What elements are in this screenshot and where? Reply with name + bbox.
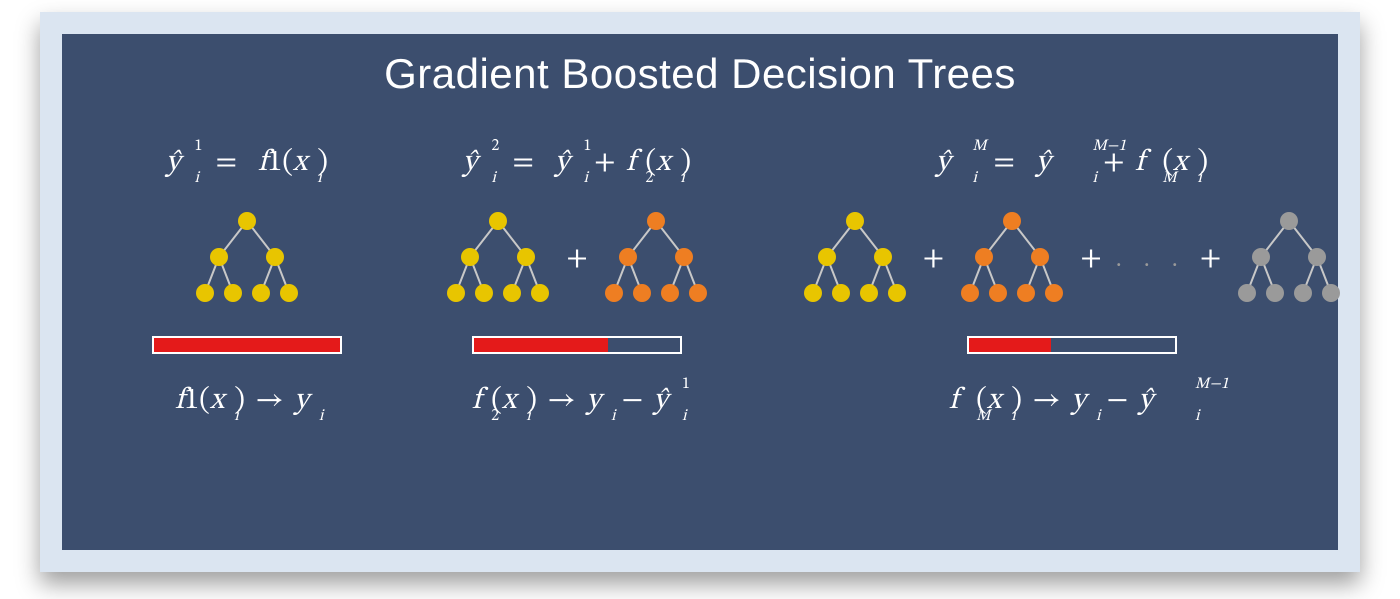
residual-bar-M — [967, 336, 1177, 354]
mapping-stage-2: f2 ( xi ) → yi − ŷ1i — [472, 382, 682, 420]
plus-sign: + — [1198, 244, 1224, 274]
plus-sign: + — [921, 244, 947, 274]
diagram-title: Gradient Boosted Decision Trees — [62, 34, 1338, 98]
tree-icon — [596, 209, 716, 309]
tree-icon — [1229, 209, 1349, 309]
plus-sign: + — [1078, 244, 1104, 274]
formula-stage-M: ŷMi = ŷM−1i + fM ( xi ) — [936, 144, 1208, 182]
tree-icon — [795, 209, 915, 309]
residual-bar-1 — [152, 336, 342, 354]
outer-frame: Gradient Boosted Decision Trees ŷ1i = f… — [40, 12, 1360, 572]
formula-stage-1: ŷ1i = f1( xi ) — [166, 144, 328, 182]
panel: Gradient Boosted Decision Trees ŷ1i = f… — [62, 34, 1338, 550]
stage-M: ŷMi = ŷM−1i + fM ( xi ) ++. . .+ fM ( … — [792, 144, 1352, 420]
trees-row-1 — [187, 204, 307, 314]
trees-row-2: + — [438, 204, 716, 314]
mapping-stage-M: fM ( xi ) → yi − ŷM−1i — [949, 382, 1195, 420]
ellipsis: . . . — [1110, 246, 1192, 273]
plus-sign: + — [564, 244, 590, 274]
residual-bar-2 — [472, 336, 682, 354]
stage-1: ŷ1i = f1( xi ) f1( xi ) → yi — [112, 144, 382, 420]
trees-row-M: ++. . .+ — [795, 204, 1350, 314]
stage-2: ŷ2i = ŷ1i + f2 ( xi ) + f2 ( xi ) → yi… — [392, 144, 762, 420]
mapping-stage-1: f1( xi ) → yi — [175, 382, 319, 420]
formula-stage-2: ŷ2i = ŷ1i + f2 ( xi ) — [463, 144, 691, 182]
tree-icon — [438, 209, 558, 309]
tree-icon — [952, 209, 1072, 309]
tree-icon — [187, 209, 307, 309]
